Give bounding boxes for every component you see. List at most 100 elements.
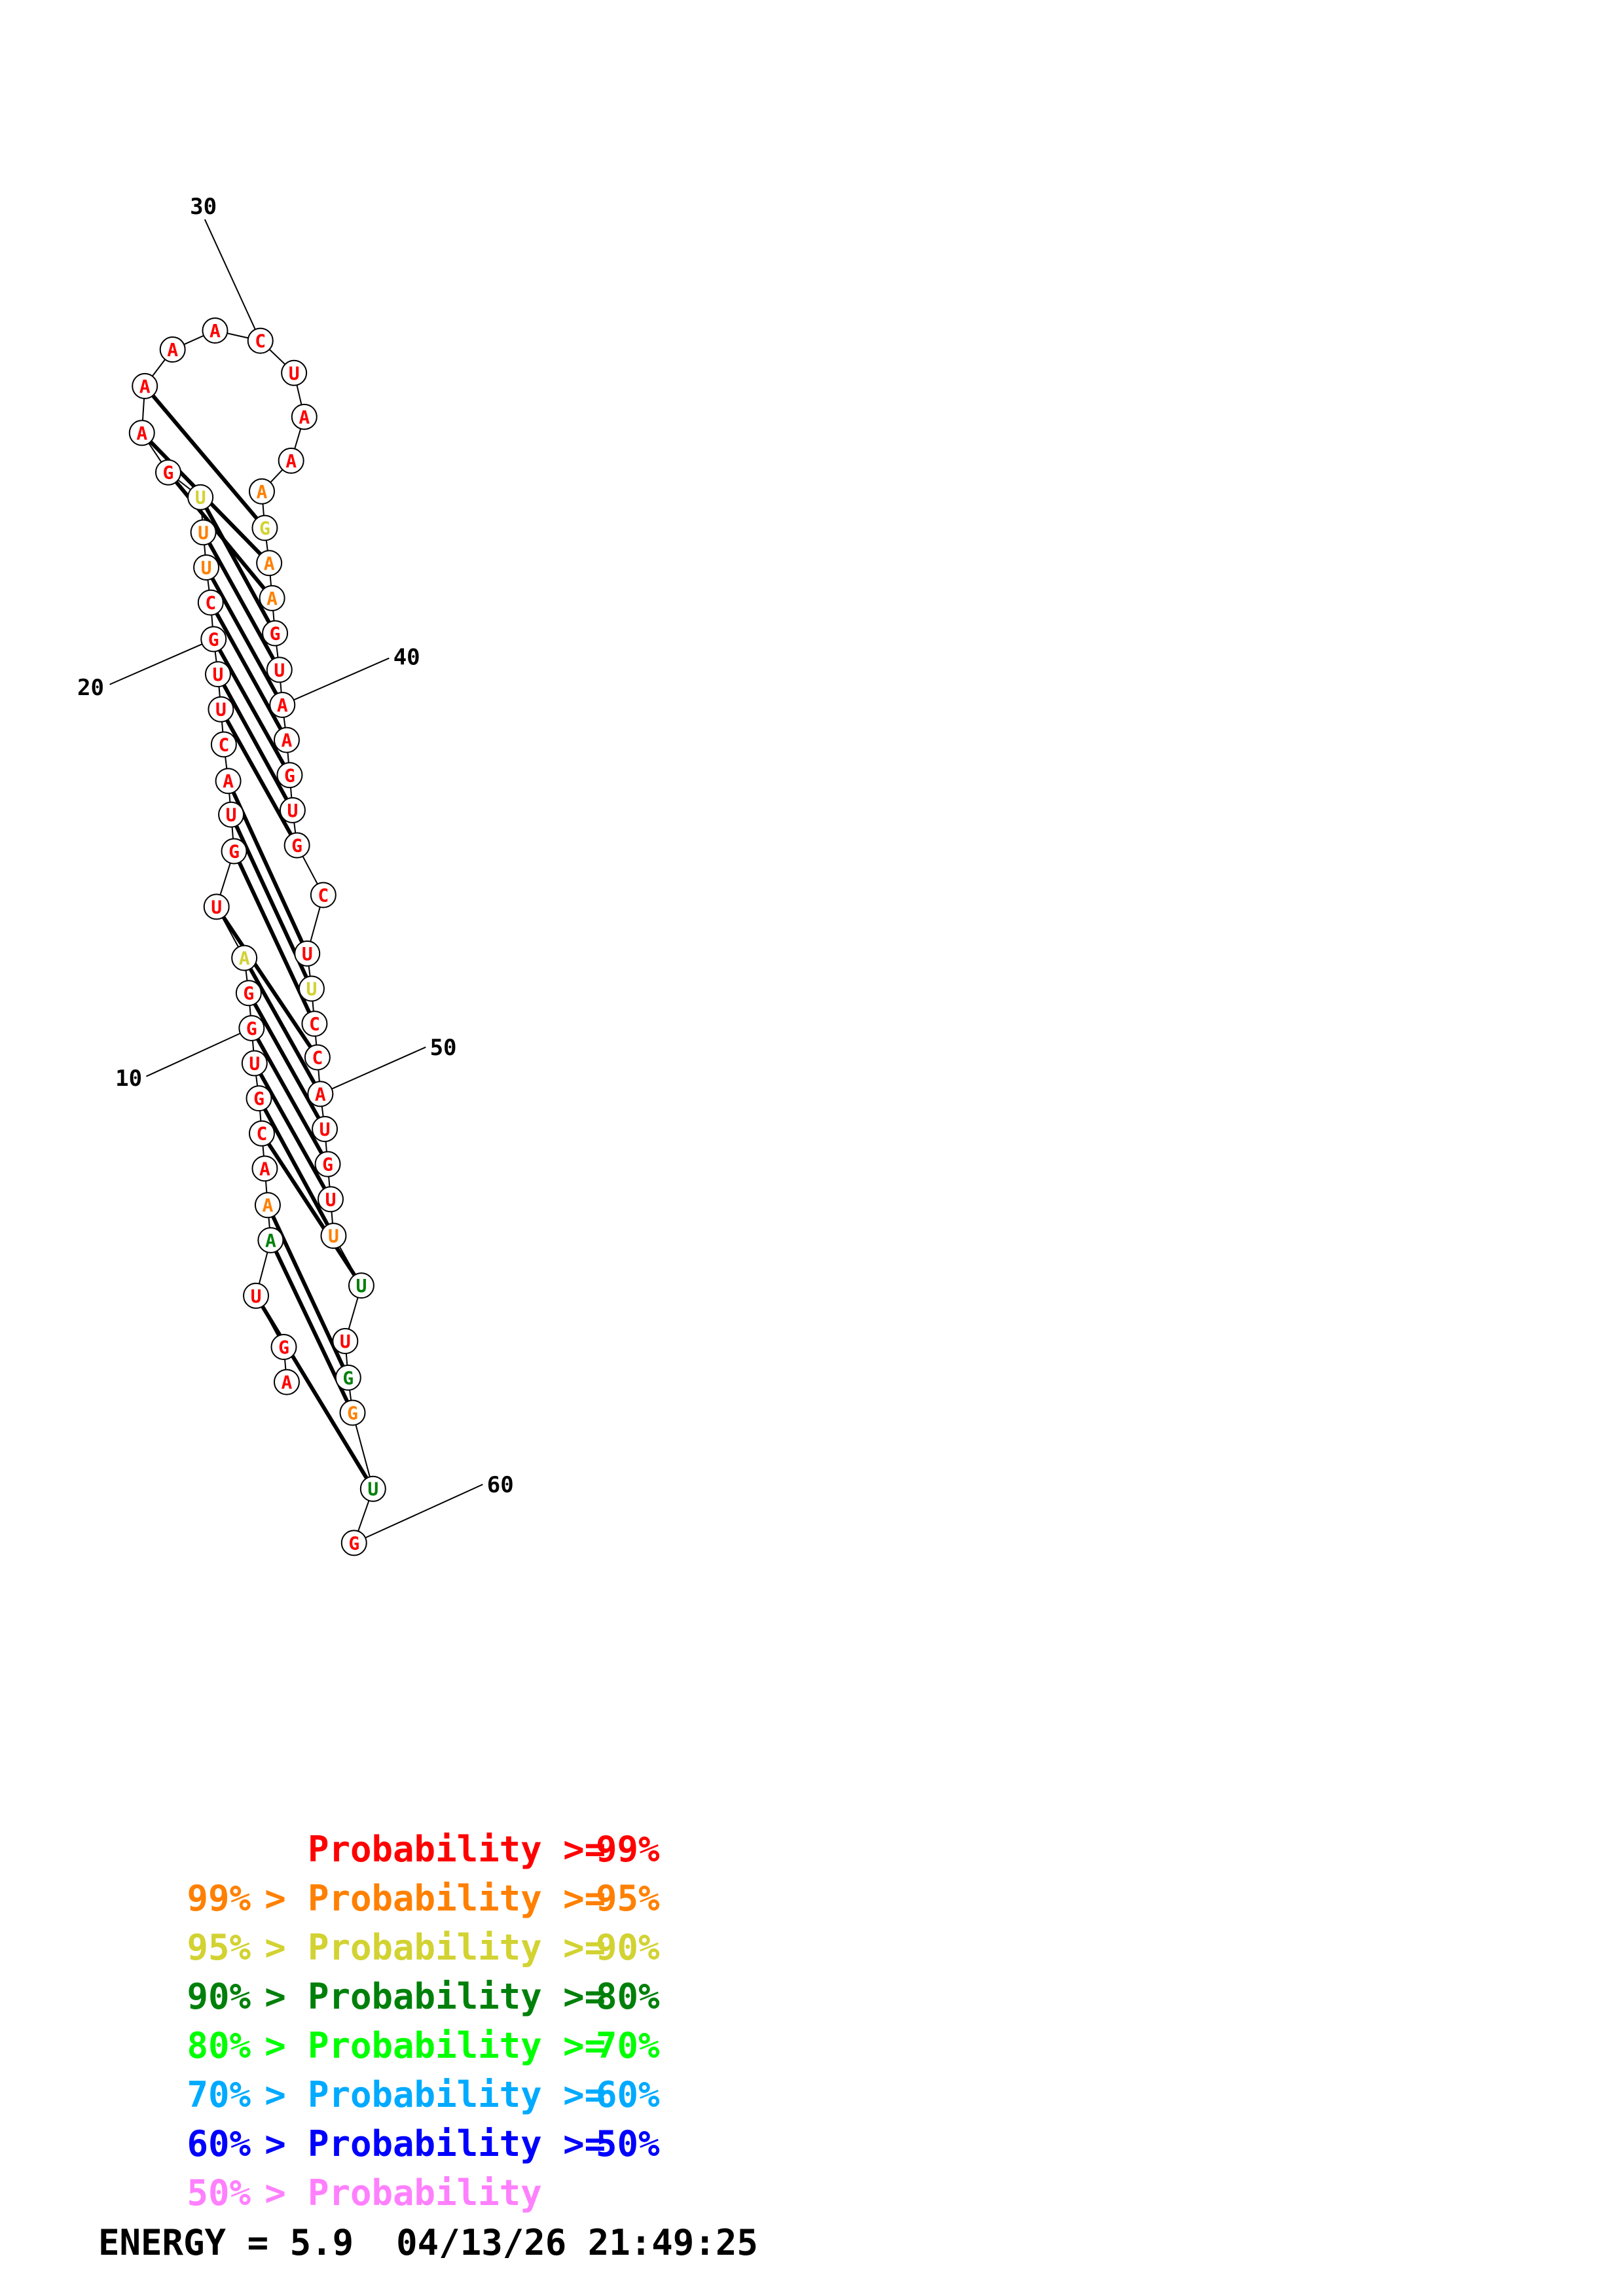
legend-row: 60% > Probability >=50%: [98, 2119, 733, 2168]
legend-lower-bound: 99%: [187, 1878, 251, 1919]
nucleotide-circle: [231, 944, 258, 971]
nucleotide-letter: G: [253, 1088, 264, 1109]
nucleotide: U: [298, 975, 325, 1002]
legend-row: Probability >=99%: [98, 1825, 733, 1874]
nucleotide-circle: [335, 1364, 361, 1391]
base-pair-line: [237, 861, 312, 1014]
nucleotide-circle: [246, 1085, 272, 1112]
nucleotide-letter: G: [284, 764, 295, 786]
nucleotide-letter: G: [163, 462, 174, 484]
nucleotide-circle: [208, 696, 234, 723]
nucleotide-letter: C: [257, 1123, 268, 1145]
nucleotide: U: [294, 940, 321, 967]
position-tick: [109, 638, 214, 685]
nucleotide: G: [340, 1530, 367, 1556]
nucleotide: A: [215, 768, 242, 795]
nucleotide-letter: G: [348, 1532, 359, 1554]
legend-label: Probability >=: [308, 1976, 606, 2017]
base-pair-line: [210, 577, 278, 695]
nucleotide: U: [266, 656, 293, 683]
nucleotide-letter: G: [270, 623, 281, 645]
nucleotide: U: [348, 1272, 374, 1299]
base-pair-line: [271, 1215, 345, 1367]
nucleotide-circle: [262, 620, 289, 647]
nucleotide-circle: [241, 1050, 268, 1077]
legend-label: Probability: [308, 2172, 542, 2214]
energy-value: ENERGY = 5.9: [98, 2222, 354, 2263]
nucleotide-letter: A: [282, 730, 293, 751]
position-label: 60: [487, 1472, 514, 1498]
nucleotide-letter: U: [274, 659, 285, 681]
nucleotide-letter: U: [201, 557, 212, 579]
nucleotide-letter: G: [322, 1154, 333, 1175]
nucleotide: A: [132, 372, 158, 399]
legend-upper-bound: 50%: [596, 2123, 660, 2164]
nucleotide-letter: C: [255, 331, 266, 352]
nucleotide-letter: A: [239, 948, 250, 969]
nucleotide-circle: [283, 832, 310, 859]
legend-label: Probability >=: [308, 1829, 606, 1870]
nucleotide: A: [128, 420, 155, 446]
nucleotide-circle: [281, 359, 308, 386]
nucleotide-letter: U: [213, 664, 224, 685]
nucleotide-circle: [291, 403, 318, 430]
legend-label: Probability >=: [308, 2123, 606, 2164]
base-pair-line: [217, 649, 285, 766]
nucleotide-letter: G: [246, 1018, 257, 1039]
nucleotide: G: [276, 762, 303, 789]
nucleotide: C: [210, 731, 237, 758]
base-pair-line: [208, 542, 276, 660]
legend-row: 50% > Probability: [98, 2168, 733, 2217]
legend-label: Probability >=: [308, 1878, 606, 1919]
nucleotide: U: [281, 359, 308, 386]
nucleotide-circle: [190, 519, 217, 546]
nucleotide-letter: C: [218, 734, 229, 755]
nucleotide-circle: [238, 1014, 265, 1041]
nucleotide-circle: [298, 975, 325, 1002]
nucleotide-letter: A: [167, 339, 178, 361]
nucleotide-circle: [155, 459, 181, 486]
nucleotide-letter: U: [340, 1331, 351, 1352]
nucleotide-circle: [310, 882, 337, 908]
nucleotide-letter: A: [139, 376, 151, 397]
nucleotide-circle: [301, 1011, 328, 1037]
nucleotide-letter: U: [226, 804, 237, 826]
legend-upper-bound: 90%: [596, 1927, 660, 1968]
nucleotide: G: [200, 626, 227, 653]
nucleotide-circle: [269, 692, 296, 719]
nucleotide: A: [291, 403, 318, 430]
nucleotide-letter: A: [282, 1372, 293, 1393]
nucleotide: G: [270, 1333, 297, 1360]
legend-upper-bound: 70%: [596, 2025, 660, 2066]
base-pair-line: [248, 967, 316, 1085]
base-pair-line: [225, 719, 293, 836]
base-pair-lines: [149, 394, 369, 1480]
nucleotide-circle: [332, 1328, 359, 1355]
nucleotide-letter: U: [215, 699, 227, 721]
nucleotide-circle: [235, 980, 262, 1007]
nucleotide-circle: [257, 1227, 284, 1253]
position-label: 10: [115, 1066, 142, 1092]
base-pair-line: [204, 507, 271, 624]
nucleotide-letter: U: [356, 1275, 367, 1297]
base-pair-line: [151, 394, 259, 520]
position-tick: [146, 1027, 252, 1077]
base-pair-line: [255, 1037, 323, 1155]
nucleotide-circle: [348, 1272, 374, 1299]
legend-upper-bound: 60%: [596, 2074, 660, 2115]
nucleotide-circle: [276, 762, 303, 789]
position-label: 40: [393, 644, 420, 670]
nucleotide: A: [307, 1081, 334, 1107]
legend-lower-bound: 50%: [187, 2172, 251, 2214]
legend-upper-bound: 80%: [596, 1976, 660, 2017]
nucleotide-circle: [187, 484, 214, 511]
nucleotide: U: [312, 1116, 338, 1143]
nucleotide-circle: [221, 838, 247, 865]
nucleotide: C: [301, 1011, 328, 1037]
nucleotide: U: [203, 893, 230, 920]
nucleotide-letter: U: [328, 1225, 339, 1247]
nucleotide-letter: A: [265, 1230, 276, 1251]
nucleotide-letter: A: [299, 406, 310, 428]
probability-legend: Probability >=99% 99% > Probability >=95% 95…: [98, 1825, 733, 2217]
nucleotide: U: [318, 1186, 344, 1213]
